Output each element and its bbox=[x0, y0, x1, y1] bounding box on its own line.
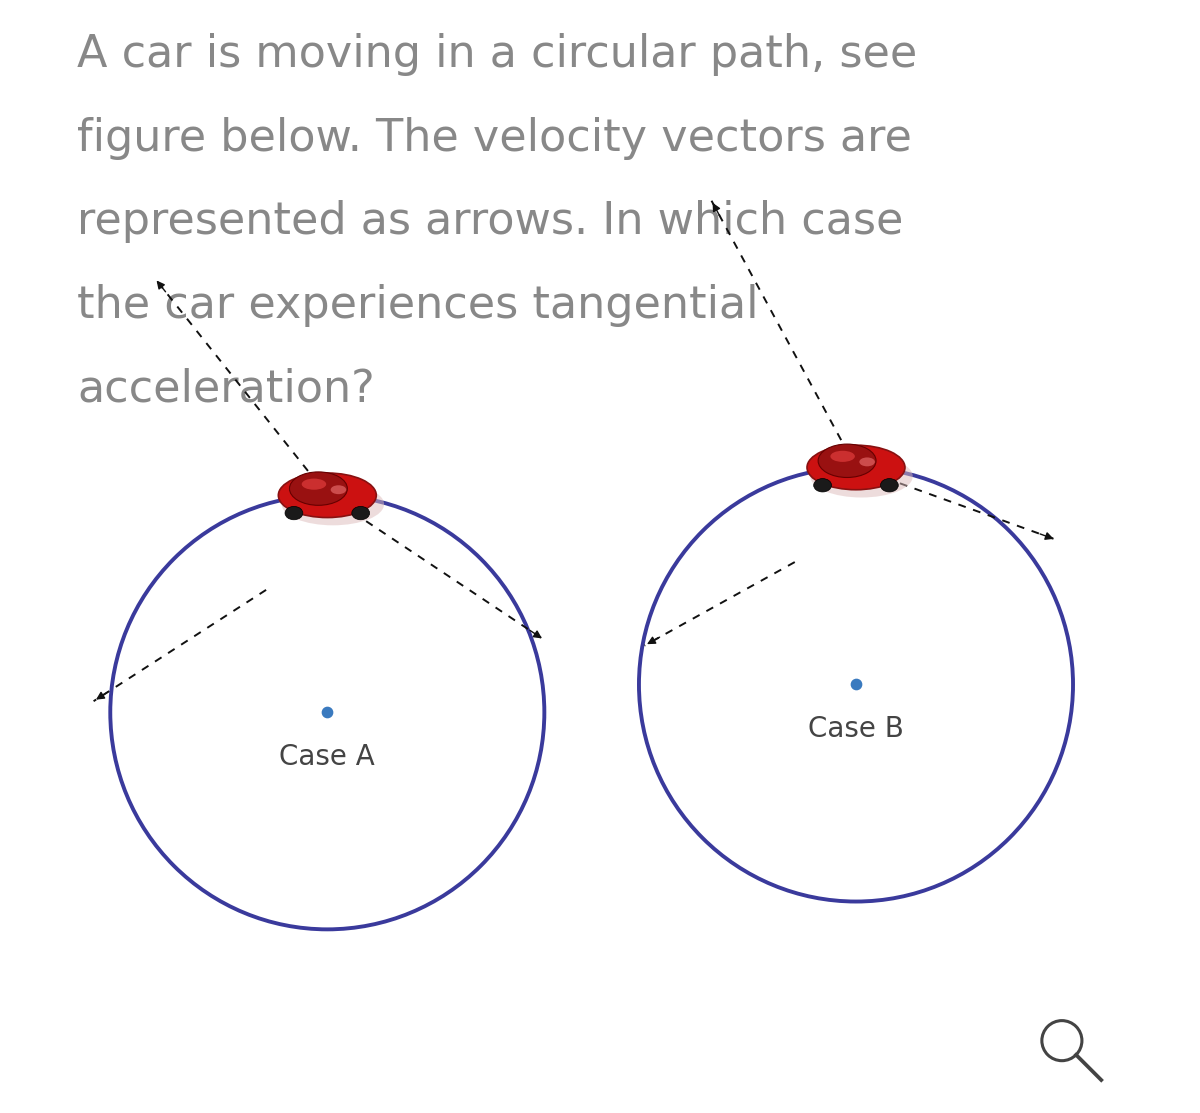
Ellipse shape bbox=[331, 485, 347, 494]
Text: Case B: Case B bbox=[808, 715, 904, 743]
Ellipse shape bbox=[352, 506, 370, 520]
Ellipse shape bbox=[818, 444, 876, 477]
Ellipse shape bbox=[301, 479, 326, 490]
Ellipse shape bbox=[278, 473, 377, 518]
Text: A car is moving in a circular path, see: A car is moving in a circular path, see bbox=[77, 33, 917, 77]
Point bbox=[846, 676, 865, 693]
Ellipse shape bbox=[810, 455, 913, 498]
Text: represented as arrows. In which case: represented as arrows. In which case bbox=[77, 200, 904, 244]
Ellipse shape bbox=[282, 483, 384, 525]
Text: figure below. The velocity vectors are: figure below. The velocity vectors are bbox=[77, 117, 912, 160]
Point bbox=[318, 703, 337, 721]
Text: acceleration?: acceleration? bbox=[77, 367, 374, 411]
Text: Case A: Case A bbox=[280, 742, 376, 771]
Ellipse shape bbox=[286, 506, 302, 520]
Ellipse shape bbox=[814, 479, 832, 492]
Ellipse shape bbox=[289, 472, 347, 505]
Ellipse shape bbox=[808, 445, 905, 490]
Ellipse shape bbox=[881, 479, 899, 492]
Ellipse shape bbox=[859, 457, 875, 466]
Ellipse shape bbox=[830, 451, 854, 462]
Text: the car experiences tangential: the car experiences tangential bbox=[77, 284, 758, 327]
